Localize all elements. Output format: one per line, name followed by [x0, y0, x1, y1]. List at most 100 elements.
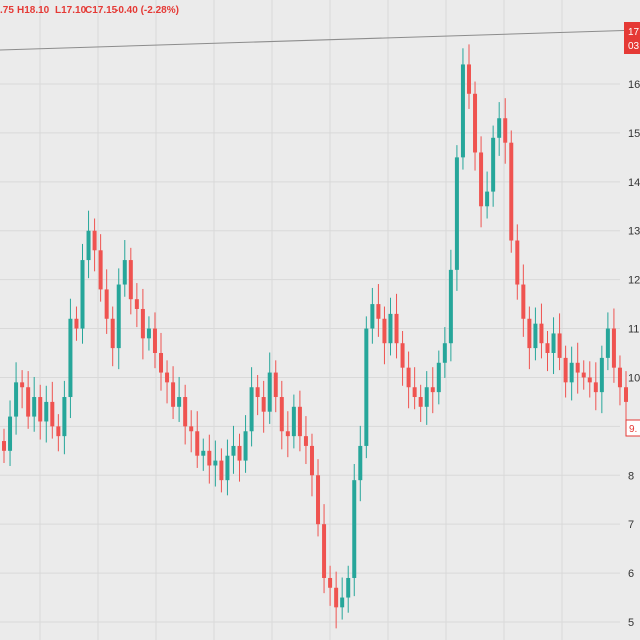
candle-body — [213, 460, 218, 466]
candle-body — [599, 357, 604, 393]
candle-body — [38, 397, 43, 422]
candle-body — [261, 397, 266, 412]
candle-body — [134, 299, 139, 309]
candle-body — [533, 323, 538, 349]
y-tick-label: 10 — [628, 372, 640, 384]
candle-body — [497, 118, 502, 138]
candle-body — [400, 343, 405, 368]
candle-body — [279, 397, 284, 432]
low-value: L17.10 — [55, 5, 87, 16]
candle-body — [557, 333, 562, 358]
candle-body — [611, 328, 616, 368]
candle-body — [14, 382, 19, 417]
candle-body — [412, 387, 417, 398]
candle-body — [152, 328, 157, 353]
candle-body — [370, 304, 375, 329]
candle-body — [316, 475, 321, 525]
candle-body — [551, 333, 556, 353]
candle-body — [466, 64, 471, 94]
candle-body — [86, 230, 91, 261]
candle-body — [593, 382, 598, 393]
candle-body — [128, 260, 133, 300]
candle-body — [92, 230, 97, 251]
candle-body — [249, 387, 254, 432]
high-value: H18.10 — [17, 5, 50, 16]
candle-body — [587, 377, 592, 383]
candle-body — [388, 313, 393, 344]
price-line — [0, 29, 640, 51]
candle-body — [515, 240, 520, 285]
candle-body — [243, 431, 248, 461]
candle-body — [26, 387, 31, 417]
candle-body — [394, 313, 399, 344]
candle-body — [539, 323, 544, 344]
candle-body — [273, 372, 278, 398]
candle-body — [442, 343, 447, 363]
candle-body — [448, 269, 453, 344]
candle-body — [80, 260, 85, 329]
candle-body — [418, 397, 423, 407]
candles-series — [2, 44, 628, 629]
y-tick-label: 14 — [628, 177, 640, 189]
candle-body — [297, 406, 302, 437]
candle-body — [436, 362, 441, 393]
candle-body — [545, 343, 550, 353]
candle-body — [189, 426, 194, 432]
candle-body — [98, 250, 103, 290]
y-tick-label: 13 — [628, 226, 640, 238]
candle-body — [44, 401, 49, 422]
open-value: .75 — [0, 5, 14, 16]
candle-body — [303, 436, 308, 446]
candle-body — [479, 152, 484, 207]
candle-body — [430, 387, 435, 393]
current-price-badge: 17 03 — [624, 22, 640, 54]
y-tick-label: 8 — [628, 470, 634, 482]
y-tick-label: 12 — [628, 275, 640, 287]
y-tick-label: 11 — [628, 324, 639, 336]
candle-body — [74, 318, 79, 329]
candle-body — [581, 372, 586, 378]
candle-body — [485, 191, 490, 207]
candle-body — [605, 328, 610, 358]
candle-body — [8, 416, 13, 451]
candle-body — [376, 304, 381, 319]
candle-body — [183, 397, 188, 427]
candle-body — [146, 328, 151, 339]
candle-body — [225, 455, 230, 481]
candle-body — [473, 93, 478, 153]
candle-body — [195, 431, 200, 456]
candle-body — [171, 382, 176, 407]
y-tick-label: 15 — [628, 128, 640, 140]
candle-body — [382, 318, 387, 344]
candle-body — [617, 367, 622, 388]
candle-body — [340, 597, 345, 608]
candle-body — [140, 308, 145, 339]
candle-body — [309, 445, 314, 476]
candle-body — [424, 387, 429, 407]
candle-body — [159, 353, 164, 373]
candle-body — [267, 372, 272, 412]
candle-body — [116, 284, 121, 349]
y-tick-label: 5 — [628, 617, 634, 629]
y-tick-label: 7 — [628, 519, 634, 531]
candle-body — [503, 118, 508, 143]
badge-price-line2: 03 — [628, 41, 640, 52]
candle-body — [68, 318, 73, 398]
candle-body — [20, 382, 25, 388]
candle-body — [165, 372, 170, 383]
candle-body — [509, 142, 514, 241]
last-price-label: 9. — [625, 419, 640, 437]
candle-body — [2, 441, 6, 451]
candle-body — [460, 64, 465, 158]
candle-body — [521, 284, 526, 319]
candle-body — [32, 397, 37, 417]
badge-price-line1: 17 — [628, 27, 640, 38]
candle-body — [454, 157, 459, 270]
candle-body — [569, 362, 574, 383]
candle-body — [563, 357, 568, 383]
candle-body — [231, 445, 236, 456]
candle-body — [62, 397, 67, 437]
y-axis: 1615141312111098765 — [628, 79, 640, 629]
